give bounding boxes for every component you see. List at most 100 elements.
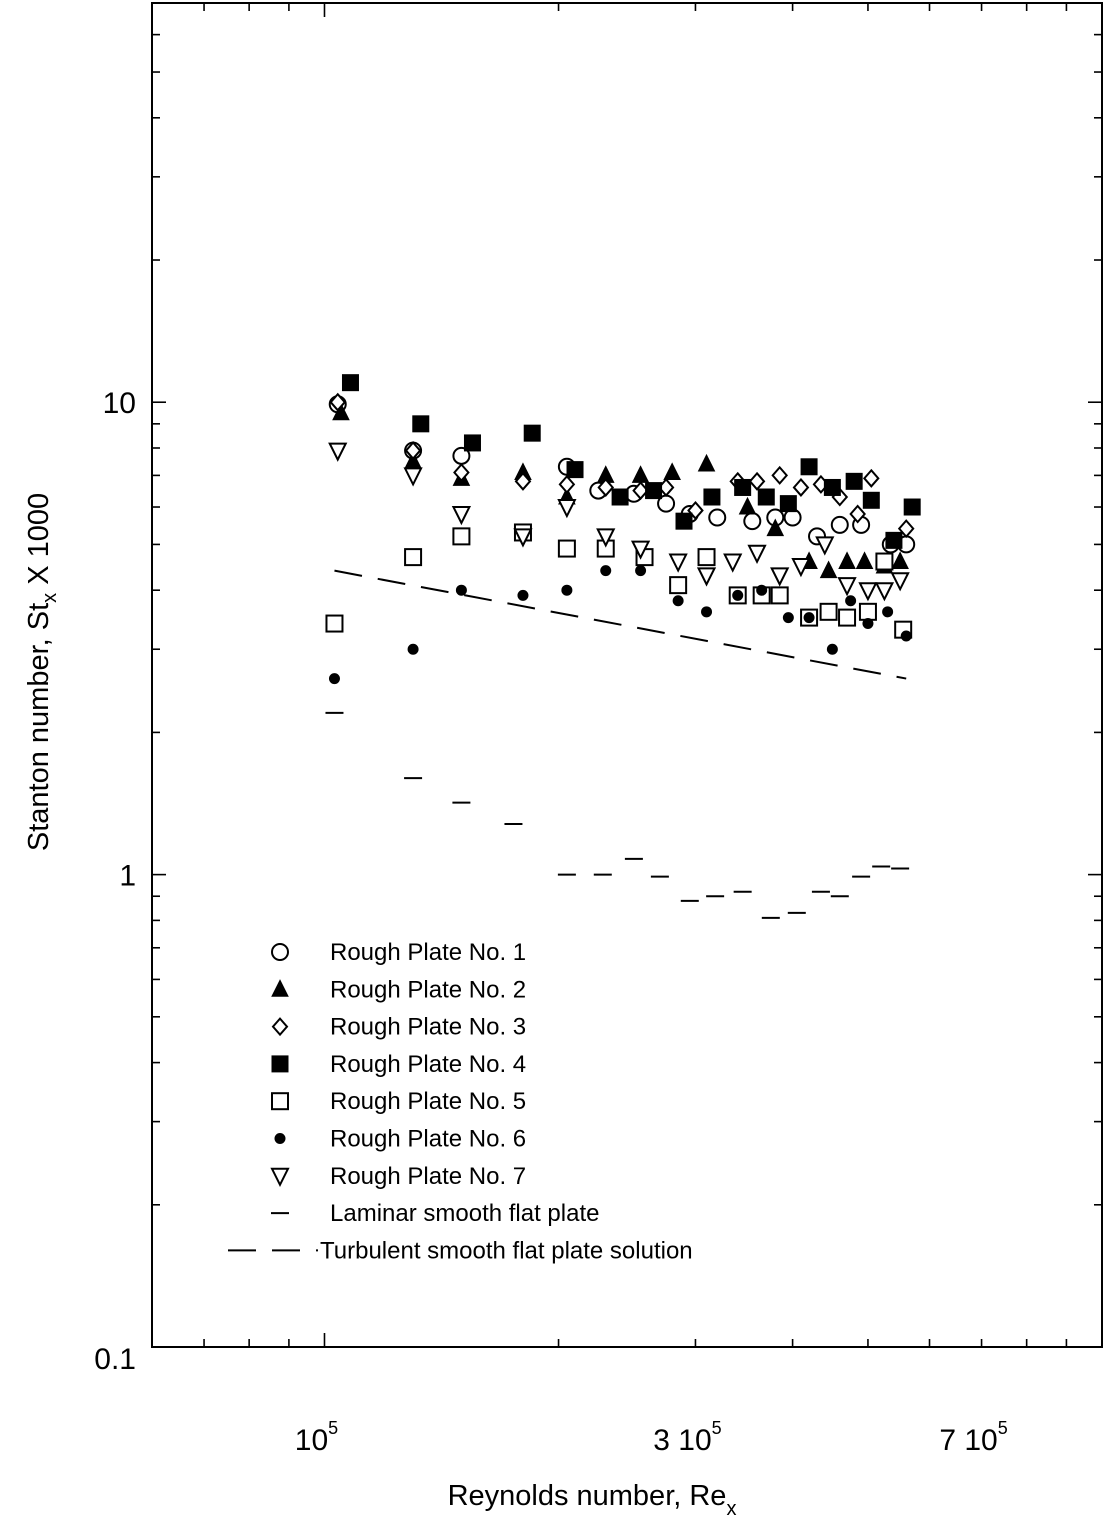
rough-plate-no-5-point [325,614,344,633]
x-tick-label: 105 [295,1418,338,1457]
rough-plate-no-5-point [697,548,716,567]
rough-plate-no-6-point [845,595,857,607]
rough-plate-no-7-point [328,442,348,462]
rough-plate-no-1-point [708,508,727,527]
rough-plate-no-5-point [770,586,789,605]
rough-plate-no-7-point [596,528,616,548]
rough-plate-no-3-point [897,519,915,539]
rough-plate-no-6-point [635,565,647,577]
rough-plate-no-3-point [748,471,766,491]
legend-label: Laminar smooth flat plate [330,1200,599,1227]
rough-plate-no-7-point [630,540,651,560]
x-tick-label: 7 105 [939,1418,1007,1457]
rough-plate-no-1-point [743,512,762,531]
rough-plate-no-7-point [668,553,688,573]
rough-plate-no-3-point [771,465,789,485]
rough-plate-no-7-point [557,499,577,519]
rough-plate-no-4-point [823,478,841,496]
y-tick-label: 1 [119,860,136,893]
legend-label: Rough Plate No. 4 [330,1051,526,1078]
rough-plate-no-5-point [858,602,877,621]
rough-plate-no-7-point [837,577,857,597]
rough-plate-no-4-point [734,478,752,496]
rough-plate-no-3-point [453,462,470,482]
rough-plate-no-7-point [451,505,472,526]
rough-plate-no-3-point [792,477,810,497]
rough-plate-no-4-point [675,512,693,530]
turbulent-solution-layer [334,569,907,680]
rough-plate-no-6-point [826,643,838,655]
x-axis-title: Reynolds number, Rex [448,1480,737,1520]
rough-plate-no-3-point [687,500,704,520]
legend-symbol-rough-plate-no-5 [271,1092,289,1111]
rough-plate-no-7-point [696,567,717,587]
rough-plate-no-4-point [800,458,818,476]
rough-plate-no-6-point [407,643,419,655]
rough-plate-no-5-point [452,527,471,546]
rough-plate-no-6-point [672,595,684,607]
x-tick-label: 3 105 [653,1418,721,1457]
legend: Rough Plate No. 1 Rough Plate No. 2 Rough … [228,939,693,1264]
rough-plate-no-1-point [830,515,849,534]
rough-plate-no-6-point [517,589,529,601]
rough-plate-no-4-point [885,531,903,549]
rough-plate-no-6-point [701,606,713,618]
rough-plate-no-4-point [862,491,880,509]
rough-plate-no-3-point [404,441,422,461]
rough-plate-no-3-point [862,468,880,488]
rough-plate-no-4-point [903,498,921,516]
rough-plate-no-6-point [782,612,794,624]
rough-plate-no-4-point [463,434,481,452]
rough-plate-no-7-point [874,582,895,602]
rough-plate-no-2-point [738,496,757,515]
rough-plate-no-3-point [558,474,576,494]
rough-plate-no-2-point [697,453,716,472]
rough-plate-no-2-point [855,551,874,570]
legend-label: Rough Plate No. 6 [330,1126,526,1153]
rough-plate-no-7-point [815,536,835,556]
rough-plate-no-7-point [890,572,910,592]
legend-symbol-rough-plate-no-7 [270,1167,290,1188]
rough-plate-no-3-point [329,392,347,412]
rough-plate-no-6-point [732,589,744,601]
legend-label: Turbulent smooth flat plate solution [320,1237,693,1264]
rough-plate-no-2-point [332,402,350,421]
rough-plate-no-7-point [723,553,743,573]
rough-plate-no-2-point [819,560,838,579]
y-tick-label: 0.1 [94,1343,136,1376]
legend-symbol-rough-plate-no-3 [271,1017,289,1037]
legend-symbol-rough-plate-no-2 [271,979,289,997]
rough-plate-no-5-point [404,548,423,567]
rough-plate-no-5-point [838,608,857,627]
legend-label: Rough Plate No. 3 [330,1014,526,1041]
axis-tick-labels: 10 1 0.1 105 3 105 7 105 [94,387,1007,1457]
rough-plate-no-2-point [631,465,650,483]
rough-plate-no-4-point [757,488,775,506]
y-tick-label: 10 [103,387,136,420]
legend-label: Rough Plate No. 7 [330,1163,526,1190]
rough-plate-no-4-point [523,424,541,442]
rough-plate-no-4-point [412,415,430,433]
rough-plate-no-7-point [513,528,533,548]
rough-plate-no-2-point [838,551,856,570]
rough-plate-no-6-point [756,584,768,596]
rough-plate-no-3-point [514,471,532,491]
data-markers-layer [325,374,921,685]
rough-plate-no-6-point [862,618,874,630]
rough-plate-no-6-point [455,584,467,596]
legend-label: Rough Plate No. 5 [330,1088,526,1115]
rough-plate-no-5-point [875,552,894,571]
rough-plate-no-4-point [566,461,584,479]
laminar-solution-layer [325,711,910,919]
rough-plate-no-7-point [403,467,423,487]
rough-plate-no-2-point [891,551,909,570]
rough-plate-no-6-point [600,565,612,577]
legend-symbol-rough-plate-no-6 [274,1133,286,1144]
plot-area-frame [151,2,1103,1348]
rough-plate-no-4-point [703,488,721,506]
rough-plate-no-4-point [341,374,359,392]
legend-symbol-rough-plate-no-1 [271,943,289,961]
rough-plate-no-7-point [858,582,878,602]
rough-plate-no-4-point [645,482,663,500]
